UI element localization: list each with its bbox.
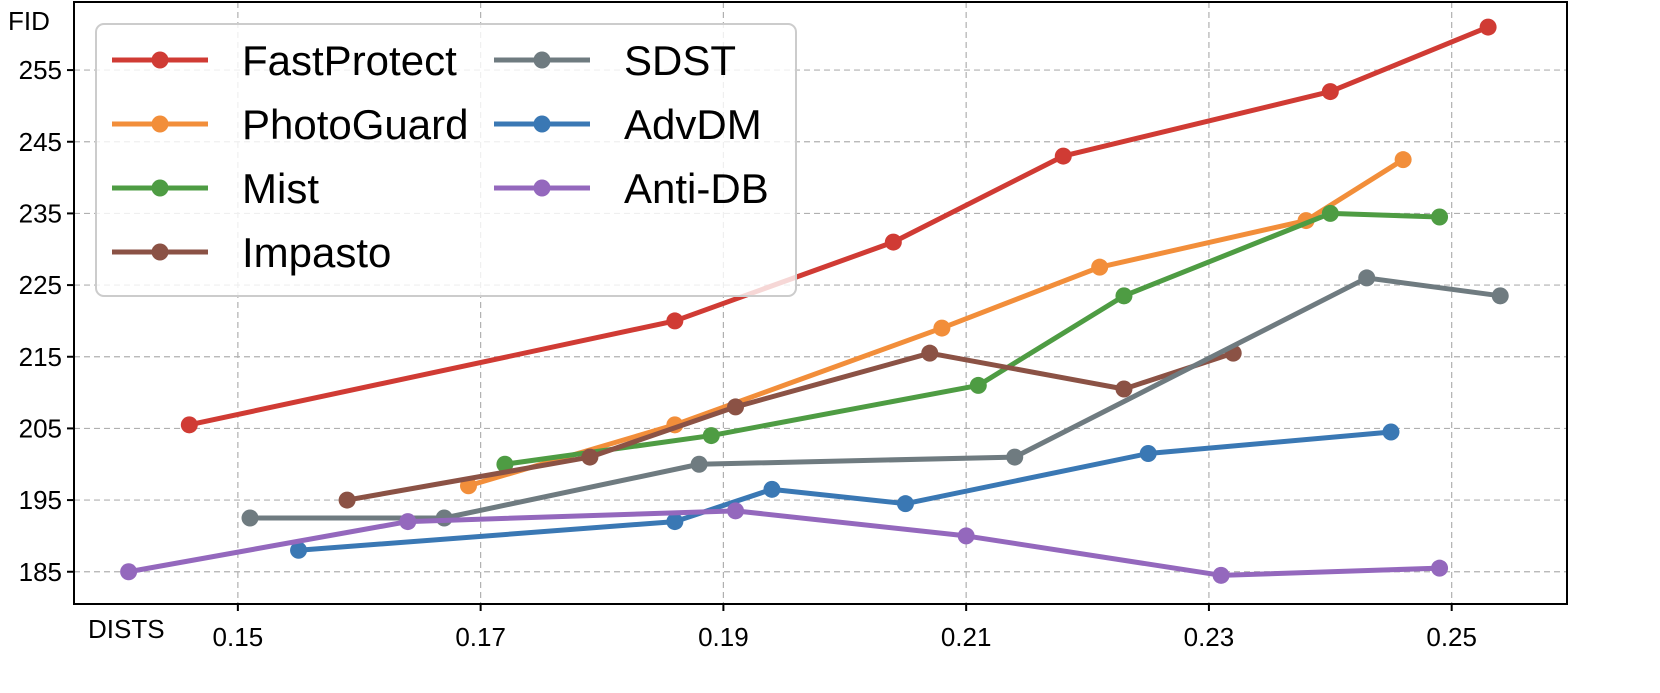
data-point [1054, 147, 1072, 165]
series-line [126, 508, 1443, 578]
series-mist [496, 204, 1449, 473]
legend-label: SDST [624, 37, 736, 84]
y-axis-title: FID [8, 6, 50, 36]
data-point [1091, 258, 1109, 276]
data-point [241, 509, 259, 527]
data-point [1115, 287, 1133, 305]
legend: FastProtect PhotoGuard Mist Impasto SDST AdvD… [95, 23, 797, 297]
legend-label: Impasto [242, 229, 391, 276]
y-tick-label: 205 [19, 413, 62, 443]
data-point [969, 376, 987, 394]
data-point [702, 427, 720, 445]
legend-item: FastProtect [112, 37, 457, 84]
data-point [1006, 448, 1024, 466]
data-point [496, 455, 514, 473]
series-anti-db [120, 502, 1449, 584]
series-line [465, 157, 1406, 489]
legend-swatch-marker [533, 179, 551, 197]
y-tick-label: 245 [19, 127, 62, 157]
legend-label: FastProtect [242, 37, 457, 84]
legend-swatch-marker [151, 115, 169, 133]
legend-item: Mist [112, 165, 319, 212]
data-point [896, 495, 914, 513]
legend-item: AdvDM [494, 101, 762, 148]
legend-label: PhotoGuard [242, 101, 469, 148]
x-tick-label: 0.15 [213, 622, 264, 652]
legend-item: Impasto [112, 229, 391, 276]
data-point [1479, 18, 1497, 36]
series-line [296, 429, 1394, 553]
y-tick-label: 195 [19, 485, 62, 515]
x-tick-label: 0.17 [455, 622, 506, 652]
y-tick-label: 235 [19, 198, 62, 228]
series-photoguard [459, 151, 1412, 495]
series-line [186, 24, 1491, 428]
data-point [727, 398, 745, 416]
data-point [581, 448, 599, 466]
series-line [502, 210, 1443, 467]
data-point [1431, 208, 1449, 226]
data-point [884, 233, 902, 251]
data-point [1394, 151, 1412, 169]
legend-label: Mist [242, 165, 319, 212]
data-point [290, 541, 308, 559]
series-impasto [338, 344, 1242, 509]
data-point [1431, 559, 1449, 577]
data-point [666, 312, 684, 330]
data-point [727, 502, 745, 520]
data-point [1139, 445, 1157, 462]
legend-item: PhotoGuard [112, 101, 469, 148]
legend-box [95, 23, 797, 297]
data-point [1491, 287, 1509, 305]
data-point [1212, 566, 1230, 584]
data-point [763, 480, 781, 498]
legend-swatch-marker [533, 51, 551, 69]
data-point [1115, 380, 1133, 398]
series-advdm [290, 423, 1400, 559]
axes: FID DISTS 0.15 0.17 0.19 0.21 0.23 0.25 185 195… [8, 6, 1477, 652]
data-point [690, 455, 708, 473]
legend-swatch-marker [151, 51, 169, 69]
data-point [338, 491, 356, 509]
data-point [1321, 204, 1339, 222]
data-point [180, 416, 198, 434]
data-point [1358, 269, 1376, 287]
legend-item: Anti-DB [494, 165, 769, 212]
x-axis-title: DISTS [88, 614, 165, 644]
plot-frame [73, 1, 1568, 605]
y-tick-label: 255 [19, 55, 62, 85]
data-point [120, 563, 138, 581]
legend-swatch-marker [533, 115, 551, 133]
series-line [344, 350, 1236, 503]
data-point [933, 319, 951, 337]
data-point [1382, 423, 1400, 441]
data-point [399, 513, 417, 531]
legend-label: Anti-DB [624, 165, 769, 212]
y-tick-label: 225 [19, 270, 62, 300]
data-point [666, 513, 684, 531]
legend-item: SDST [494, 37, 736, 84]
data-point [957, 527, 975, 545]
legend-label: AdvDM [624, 101, 762, 148]
series-sdst [241, 269, 1509, 527]
y-tick-label: 215 [19, 342, 62, 372]
series-fastprotect [180, 18, 1497, 434]
legend-swatch-marker [151, 179, 169, 197]
x-tick-label: 0.23 [1184, 622, 1235, 652]
data-point [1321, 83, 1339, 101]
data-point [921, 344, 939, 362]
x-tick-label: 0.19 [698, 622, 749, 652]
legend-swatch-marker [151, 243, 169, 261]
series-layer [120, 18, 1509, 584]
x-tick-label: 0.25 [1426, 622, 1477, 652]
x-tick-label: 0.21 [941, 622, 992, 652]
y-tick-label: 185 [19, 557, 62, 587]
